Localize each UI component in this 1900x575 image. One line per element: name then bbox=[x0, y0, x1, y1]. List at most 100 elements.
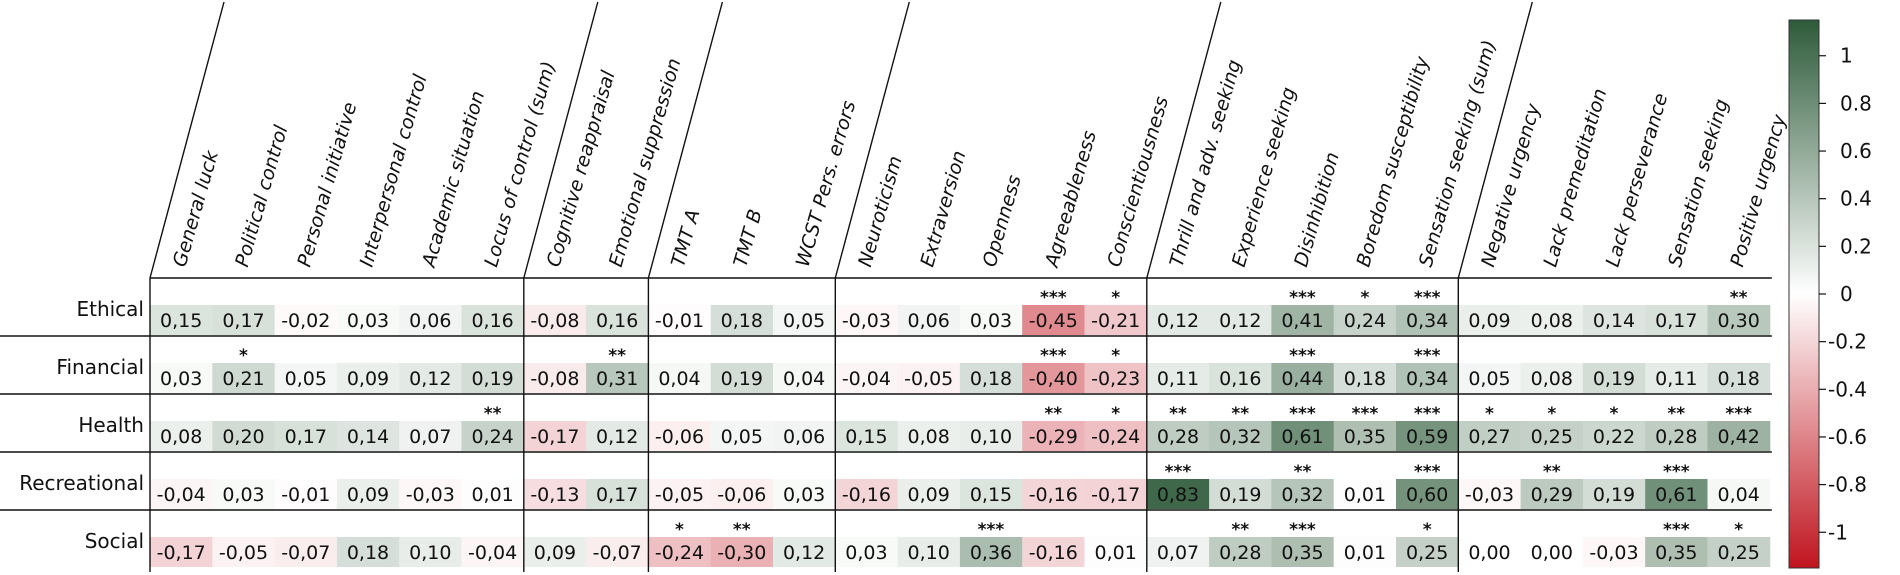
significance-marker: ** bbox=[1294, 462, 1312, 482]
heatmap-cell bbox=[1458, 421, 1522, 451]
cell-value: 0,25 bbox=[1718, 542, 1760, 564]
significance-marker: ** bbox=[733, 520, 751, 540]
heatmap-cell bbox=[586, 363, 649, 393]
cell-value: 0,20 bbox=[222, 426, 264, 448]
cell-value: -0,17 bbox=[157, 542, 206, 564]
heatmap-cell bbox=[773, 479, 836, 509]
cell-value: 0,24 bbox=[1344, 310, 1386, 332]
heatmap-cell bbox=[1084, 421, 1148, 451]
heatmap-cell bbox=[710, 363, 774, 393]
cell-value: 0,25 bbox=[1406, 542, 1448, 564]
cell-value: -0,04 bbox=[842, 368, 891, 390]
group-separators bbox=[0, 1, 1772, 572]
heatmap-cell bbox=[1022, 305, 1085, 335]
cell-value: -0,30 bbox=[717, 542, 766, 564]
cell-value: -0,05 bbox=[219, 542, 268, 564]
cell-value: 0,03 bbox=[347, 310, 389, 332]
heatmap-cell bbox=[897, 363, 961, 393]
cell-value: 0,04 bbox=[783, 368, 825, 390]
column-label: Cognitive reappraisal bbox=[543, 68, 620, 270]
heatmap-cell bbox=[648, 479, 712, 509]
cell-value: 0,17 bbox=[222, 310, 264, 332]
heatmap-cell bbox=[274, 479, 338, 509]
heatmap-cell bbox=[1520, 305, 1584, 335]
heatmap-cell bbox=[648, 363, 712, 393]
heatmap-cell bbox=[710, 479, 774, 509]
cell-value: -0,17 bbox=[1091, 484, 1140, 506]
colorbar-tick-label: 0 bbox=[1840, 282, 1853, 306]
heatmap-cell bbox=[1458, 479, 1522, 509]
heatmap-cell bbox=[1582, 479, 1646, 509]
heatmap-cell bbox=[1396, 305, 1459, 335]
cell-value: 0,30 bbox=[1718, 310, 1760, 332]
heatmap-cell bbox=[1146, 479, 1210, 509]
heatmap-cell bbox=[586, 421, 649, 451]
heatmap-cell bbox=[835, 421, 899, 451]
heatmap-cell bbox=[1209, 479, 1272, 509]
heatmap-cell bbox=[399, 305, 462, 335]
cell-value: 0,34 bbox=[1406, 310, 1448, 332]
cell-value: 0,15 bbox=[845, 426, 887, 448]
heatmap-cell bbox=[1458, 363, 1522, 393]
cell-value: 0,00 bbox=[1531, 542, 1573, 564]
cell-value: 0,28 bbox=[1157, 426, 1199, 448]
heatmap-cell bbox=[212, 421, 276, 451]
significance-marker: *** bbox=[1414, 462, 1441, 482]
column-label: Lack perseverance bbox=[1602, 91, 1673, 270]
heatmap-cell bbox=[336, 363, 400, 393]
cell-value: 0,19 bbox=[1593, 368, 1635, 390]
cell-value: 0,05 bbox=[721, 426, 763, 448]
cell-value: 0,11 bbox=[1655, 368, 1697, 390]
cell-value: 0,28 bbox=[1655, 426, 1697, 448]
colorbar-tick-label: -0.2 bbox=[1828, 330, 1867, 354]
group-separator-slant bbox=[149, 1, 225, 279]
cell-value: 0,15 bbox=[970, 484, 1012, 506]
heatmap-cell bbox=[1645, 537, 1708, 567]
heatmap-cell bbox=[897, 421, 961, 451]
cell-value: 0,03 bbox=[222, 484, 264, 506]
heatmap-cell bbox=[1022, 537, 1085, 567]
heatmap-cell bbox=[399, 479, 462, 509]
heatmap-cell bbox=[773, 305, 836, 335]
cell-value: -0,16 bbox=[1029, 484, 1078, 506]
significance-marker: * bbox=[1360, 288, 1369, 308]
heatmap-cell bbox=[586, 479, 649, 509]
cell-value: -0,07 bbox=[593, 542, 642, 564]
cell-value: 0,19 bbox=[471, 368, 513, 390]
colorbar-tick-label: -0.6 bbox=[1828, 425, 1867, 449]
heatmap-cell bbox=[835, 305, 899, 335]
heatmap-cell bbox=[1396, 363, 1459, 393]
cell-value: -0,06 bbox=[717, 484, 766, 506]
cell-value: 0,12 bbox=[1157, 310, 1199, 332]
cell-value: 0,35 bbox=[1655, 542, 1697, 564]
heatmap-cell bbox=[336, 305, 400, 335]
significance-marker: ** bbox=[484, 404, 502, 424]
cell-value: 0,19 bbox=[721, 368, 763, 390]
significance-marker: ** bbox=[1543, 462, 1561, 482]
column-labels: General luck Political control Personal in… bbox=[169, 38, 1791, 272]
heatmap-cell bbox=[1707, 479, 1771, 509]
cell-value: 0,03 bbox=[160, 368, 202, 390]
significance-marker: *** bbox=[1165, 462, 1192, 482]
cell-value: 0,61 bbox=[1281, 426, 1323, 448]
row-label-social: Social bbox=[85, 529, 144, 553]
heatmap-cell bbox=[461, 363, 525, 393]
heatmap-cell bbox=[1271, 537, 1335, 567]
cell-value: -0,08 bbox=[530, 368, 579, 390]
heatmap-cell bbox=[1333, 421, 1397, 451]
heatmap-cell bbox=[1707, 363, 1771, 393]
significance-marker: * bbox=[1111, 288, 1120, 308]
significance-marker: *** bbox=[1414, 404, 1441, 424]
cell-value: 0,17 bbox=[285, 426, 327, 448]
heatmap-cell bbox=[523, 537, 587, 567]
heatmap-cell bbox=[897, 537, 961, 567]
cell-value: -0,01 bbox=[281, 484, 330, 506]
cell-value: 0,21 bbox=[222, 368, 264, 390]
row-label-health: Health bbox=[78, 413, 144, 437]
significance-marker: *** bbox=[1663, 462, 1690, 482]
cell-value: -0,45 bbox=[1029, 310, 1078, 332]
heatmap-cell bbox=[1022, 421, 1085, 451]
column-label: Sensation seeking bbox=[1664, 97, 1733, 270]
column-label: Positive urgency bbox=[1726, 111, 1791, 269]
